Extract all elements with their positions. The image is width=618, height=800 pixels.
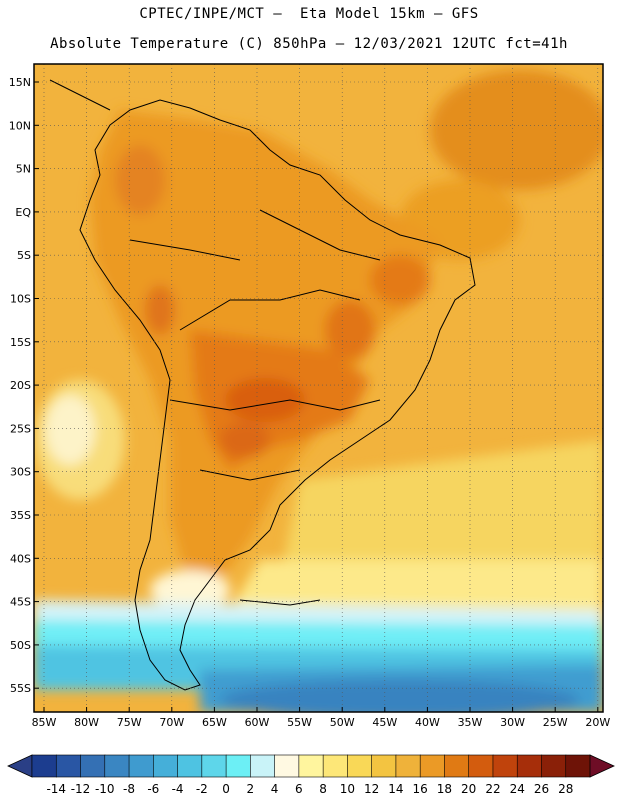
- lon-label: 45W: [372, 716, 397, 729]
- colorbar-swatch: [444, 754, 470, 778]
- lat-label: 5N: [16, 163, 31, 176]
- lon-label: 80W: [74, 716, 99, 729]
- lat-label: 55S: [10, 682, 31, 695]
- lat-label: 20S: [10, 379, 31, 392]
- colorbar-tick-label: 24: [510, 782, 525, 796]
- lon-label: 75W: [117, 716, 142, 729]
- colorbar-swatch: [298, 754, 324, 778]
- colorbar-tick-label: 28: [558, 782, 573, 796]
- colorbar-swatch: [419, 754, 446, 778]
- lon-label: 65W: [202, 716, 227, 729]
- lat-label: 15S: [10, 336, 31, 349]
- colorbar-tick-label: 4: [271, 782, 279, 796]
- colorbar-tick-label: -4: [172, 782, 184, 796]
- colorbar-swatch: [104, 754, 130, 778]
- colorbar-tick-label: 22: [485, 782, 500, 796]
- colorbar-swatch: [468, 754, 494, 778]
- lon-label: 55W: [287, 716, 312, 729]
- colorbar-tick-label: -8: [123, 782, 135, 796]
- coastlines: [49, 79, 476, 691]
- colorbar-swatch: [565, 754, 591, 778]
- colorbar-tick-label: -12: [71, 782, 91, 796]
- lat-label: 35S: [10, 509, 31, 522]
- colorbar-tick-label: -14: [46, 782, 66, 796]
- grid-lines: [34, 64, 603, 712]
- colorbar-tick-label: 0: [222, 782, 230, 796]
- colorbar-swatch: [201, 754, 227, 778]
- colorbar-tick-label: -2: [196, 782, 208, 796]
- colorbar-swatch: [371, 754, 397, 778]
- lon-label: 70W: [159, 716, 184, 729]
- colorbar-tick-label: 10: [340, 782, 355, 796]
- lon-label: 60W: [245, 716, 270, 729]
- lat-label: 10N: [9, 119, 31, 132]
- lat-label: 30S: [10, 466, 31, 479]
- colorbar-swatch: [31, 754, 57, 778]
- colorbar-swatch: [274, 754, 300, 778]
- plot-frame: [33, 63, 604, 713]
- colorbar-swatch: [395, 754, 421, 778]
- colorbar-tick-label: -10: [95, 782, 115, 796]
- colorbar-tick-label: 6: [295, 782, 303, 796]
- colorbar-swatch: [541, 754, 567, 778]
- colorbar-tick-label: 2: [247, 782, 255, 796]
- lat-label: EQ: [15, 206, 31, 219]
- lon-label: 20W: [585, 716, 610, 729]
- colorbar-tick-label: 26: [534, 782, 549, 796]
- lon-label: 30W: [500, 716, 525, 729]
- lat-label: 25S: [10, 422, 31, 435]
- lat-label: 40S: [10, 552, 31, 565]
- lon-label: 85W: [32, 716, 57, 729]
- lon-label: 50W: [330, 716, 355, 729]
- colorbar-min-arrow: [7, 754, 33, 778]
- lat-label: 45S: [10, 596, 31, 609]
- colorbar: [7, 754, 615, 778]
- lat-label: 50S: [10, 639, 31, 652]
- chart-title: CPTEC/INPE/MCT – Eta Model 15km – GFS: [139, 6, 479, 22]
- colorbar-swatch: [153, 754, 179, 778]
- colorbar-swatch: [128, 754, 154, 778]
- lon-label: 25W: [543, 716, 568, 729]
- colorbar-swatch: [225, 754, 251, 778]
- colorbar-tick-label: 20: [461, 782, 476, 796]
- colorbar-swatch: [322, 754, 348, 778]
- colorbar-swatch: [55, 754, 82, 778]
- lat-label: 10S: [10, 293, 31, 306]
- lat-label: 15N: [9, 76, 31, 89]
- lat-label: 5S: [17, 249, 31, 262]
- colorbar-tick-label: 14: [388, 782, 403, 796]
- lon-label: 40W: [415, 716, 440, 729]
- colorbar-swatch: [80, 754, 106, 778]
- colorbar-tick-label: 16: [413, 782, 428, 796]
- lon-label: 35W: [458, 716, 483, 729]
- chart-subtitle: Absolute Temperature (C) 850hPa – 12/03/…: [50, 36, 568, 52]
- colorbar-swatch: [492, 754, 518, 778]
- colorbar-tick-label: 8: [319, 782, 327, 796]
- colorbar-swatch: [516, 754, 543, 778]
- colorbar-swatch: [347, 754, 373, 778]
- colorbar-tick-label: 18: [437, 782, 452, 796]
- colorbar-tick-label: 12: [364, 782, 379, 796]
- colorbar-swatch: [250, 754, 276, 778]
- temperature-field: [34, 64, 603, 712]
- colorbar-tick-label: -6: [147, 782, 159, 796]
- colorbar-swatch: [177, 754, 203, 778]
- colorbar-max-arrow: [589, 754, 615, 778]
